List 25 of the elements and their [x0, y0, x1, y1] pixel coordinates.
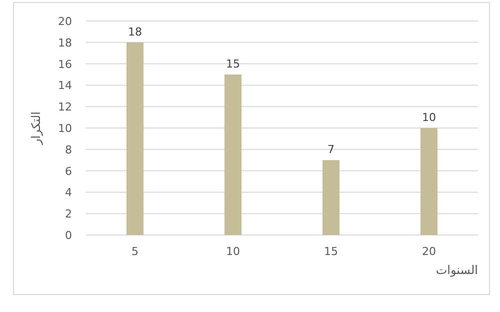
data-label: 18 — [128, 25, 142, 38]
bar — [126, 42, 144, 235]
data-label: 10 — [422, 111, 436, 124]
bar — [224, 74, 242, 235]
y-tick-label: 0 — [65, 229, 72, 242]
y-tick-label: 8 — [65, 143, 72, 156]
y-tick-label: 4 — [65, 186, 72, 200]
y-tick-label: 20 — [58, 15, 72, 28]
y-axis-title: التكرار — [29, 112, 43, 146]
y-tick-label: 2 — [65, 208, 72, 221]
data-label: 15 — [226, 58, 240, 70]
y-tick-label: 10 — [58, 122, 72, 135]
y-tick-label: 18 — [58, 36, 72, 50]
bar — [322, 160, 340, 235]
x-tick-label: 10 — [226, 245, 240, 258]
x-tick-label: 5 — [132, 245, 138, 258]
y-tick-label: 16 — [58, 58, 72, 71]
bar — [420, 128, 438, 235]
y-tick-label: 6 — [65, 164, 72, 178]
x-tick-label: 15 — [324, 245, 338, 258]
x-axis-title: السنوات — [436, 263, 478, 277]
x-tick-label: 20 — [422, 245, 436, 258]
y-tick-label: 14 — [58, 79, 72, 92]
data-label: 7 — [328, 143, 334, 156]
y-tick-label: 12 — [58, 100, 72, 114]
